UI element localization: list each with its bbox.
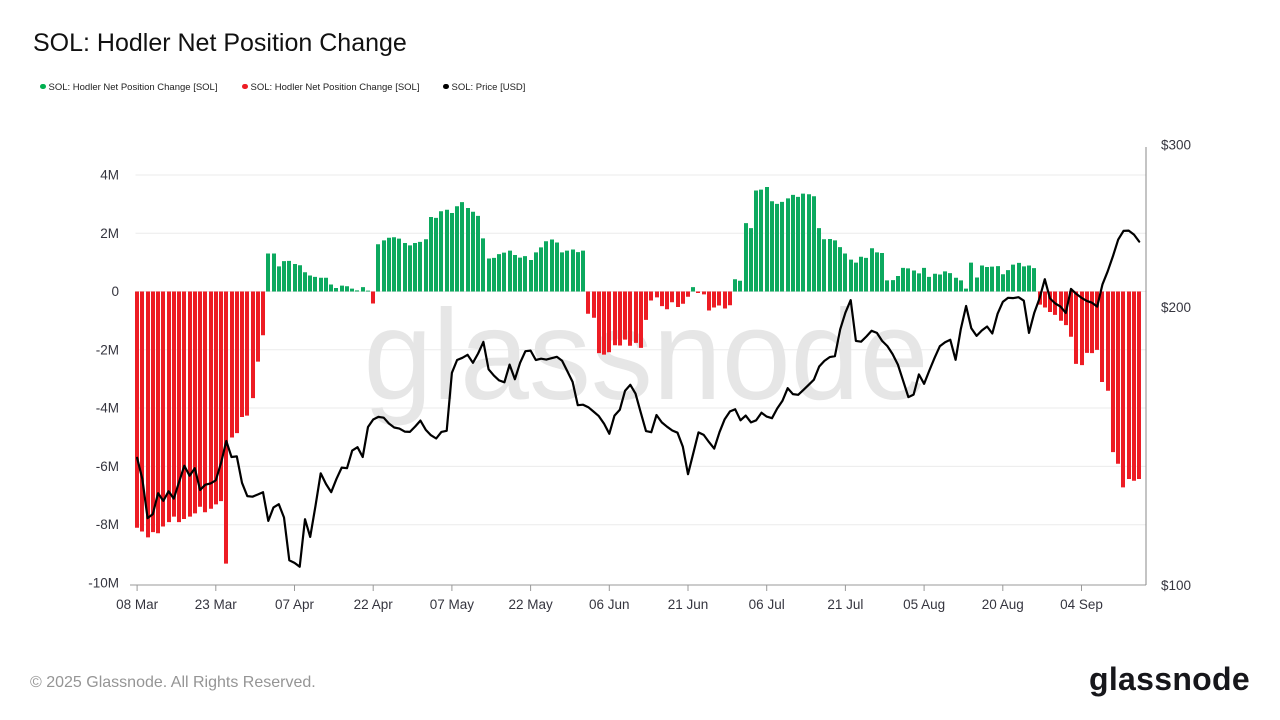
svg-text:22 Apr: 22 Apr — [354, 597, 394, 612]
svg-text:-4M: -4M — [96, 401, 119, 416]
svg-text:4M: 4M — [100, 168, 119, 183]
svg-text:0: 0 — [111, 284, 119, 299]
svg-text:-8M: -8M — [96, 517, 119, 532]
svg-text:08 Mar: 08 Mar — [116, 597, 159, 612]
svg-text:$200: $200 — [1161, 300, 1191, 315]
svg-text:-2M: -2M — [96, 342, 119, 357]
svg-text:07 May: 07 May — [430, 597, 475, 612]
svg-text:2M: 2M — [100, 226, 119, 241]
svg-text:07 Apr: 07 Apr — [275, 597, 315, 612]
svg-text:-6M: -6M — [96, 459, 119, 474]
svg-text:-10M: -10M — [88, 576, 119, 591]
svg-text:21 Jun: 21 Jun — [668, 597, 709, 612]
svg-text:23 Mar: 23 Mar — [195, 597, 238, 612]
svg-text:21 Jul: 21 Jul — [827, 597, 863, 612]
svg-text:06 Jun: 06 Jun — [589, 597, 630, 612]
svg-text:$100: $100 — [1161, 578, 1191, 593]
svg-text:$300: $300 — [1161, 138, 1191, 153]
svg-text:04 Sep: 04 Sep — [1060, 597, 1103, 612]
svg-text:06 Jul: 06 Jul — [749, 597, 785, 612]
svg-text:20 Aug: 20 Aug — [982, 597, 1024, 612]
svg-text:22 May: 22 May — [508, 597, 553, 612]
svg-text:05 Aug: 05 Aug — [903, 597, 945, 612]
